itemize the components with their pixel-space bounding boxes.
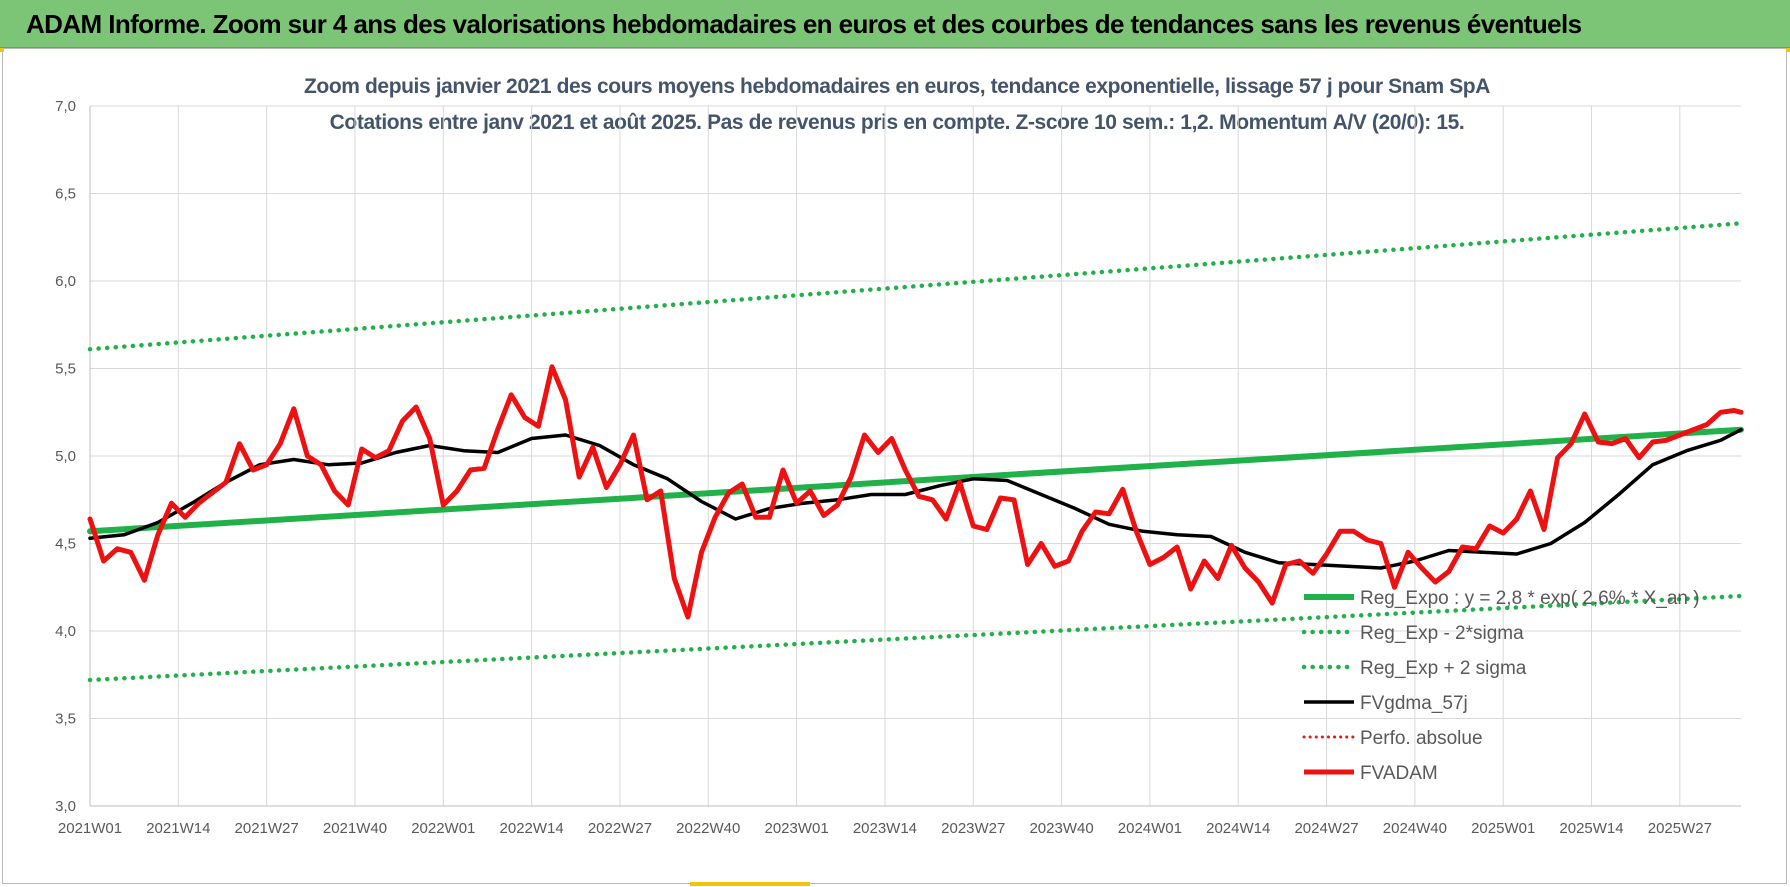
chart-frame [2,48,1787,884]
accent-mark-bottom [690,882,810,886]
accent-mark-right [1786,48,1790,52]
x-tick-label: 2023W14 [853,820,917,837]
x-tick-label: 2025W01 [1471,820,1535,837]
x-tick-label: 2025W14 [1559,820,1623,837]
series-line-5 [87,364,1744,620]
chart-title-line1: Zoom depuis janvier 2021 des cours moyen… [304,75,1490,98]
legend-label: Reg_Expo : y = 2,8 * exp( 2,6% * X_an ) [1360,588,1700,609]
report-title: ADAM Informe. Zoom sur 4 ans des valoris… [26,9,1582,39]
chart-title-line2: Cotations entre janv 2021 et août 2025. … [330,111,1465,134]
x-tick-label: 2024W27 [1294,820,1358,837]
x-tick-label: 2023W40 [1029,820,1093,837]
legend-label: FVADAM [1360,763,1438,784]
x-tick-label: 2022W01 [411,820,475,837]
x-tick-label: 2023W27 [941,820,1005,837]
y-tick-label: 3,0 [55,798,76,815]
report-header: ADAM Informe. Zoom sur 4 ans des valoris… [0,0,1790,48]
y-tick-label: 5,0 [55,448,76,465]
x-tick-label: 2025W27 [1648,820,1712,837]
x-tick-label: 2021W27 [235,820,299,837]
x-tick-label: 2021W14 [146,820,210,837]
y-tick-label: 3,5 [55,711,76,728]
x-tick-label: 2024W14 [1206,820,1270,837]
y-tick-label: 4,5 [55,536,76,553]
x-tick-label: 2022W40 [676,820,740,837]
series-line-1 [87,593,1744,683]
y-tick-label: 4,0 [55,623,76,640]
y-tick-label: 6,0 [55,273,76,290]
series-line-0 [87,426,1744,535]
chart-grid [89,105,1741,807]
x-tick-label: 2023W01 [764,820,828,837]
chart-axis-ticks: 3,0 3,5 4,0 4,5 5,0 5,5 6,0 6,5 7,0 2021W01 2021W1… [55,98,1712,837]
legend-label: FVgdma_57j [1360,693,1468,714]
chart-series [87,221,1744,683]
legend-label: Perfo. absolue [1360,728,1483,749]
x-tick-label: 2024W40 [1383,820,1447,837]
series-line-3 [88,427,1743,570]
series-line-2 [87,221,1744,352]
legend-label: Reg_Exp + 2 sigma [1360,658,1527,679]
y-tick-label: 5,5 [55,361,76,378]
chart-legend: Reg_Expo : y = 2,8 * exp( 2,6% * X_an ) R… [1301,588,1700,784]
x-tick-label: 2022W14 [500,820,564,837]
x-tick-label: 2022W27 [588,820,652,837]
legend-label: Reg_Exp - 2*sigma [1360,623,1524,644]
accent-mark-left [0,48,4,52]
x-tick-label: 2021W01 [58,820,122,837]
y-tick-label: 6,5 [55,186,76,203]
x-tick-label: 2021W40 [323,820,387,837]
y-tick-label: 7,0 [55,98,76,115]
x-tick-label: 2024W01 [1118,820,1182,837]
